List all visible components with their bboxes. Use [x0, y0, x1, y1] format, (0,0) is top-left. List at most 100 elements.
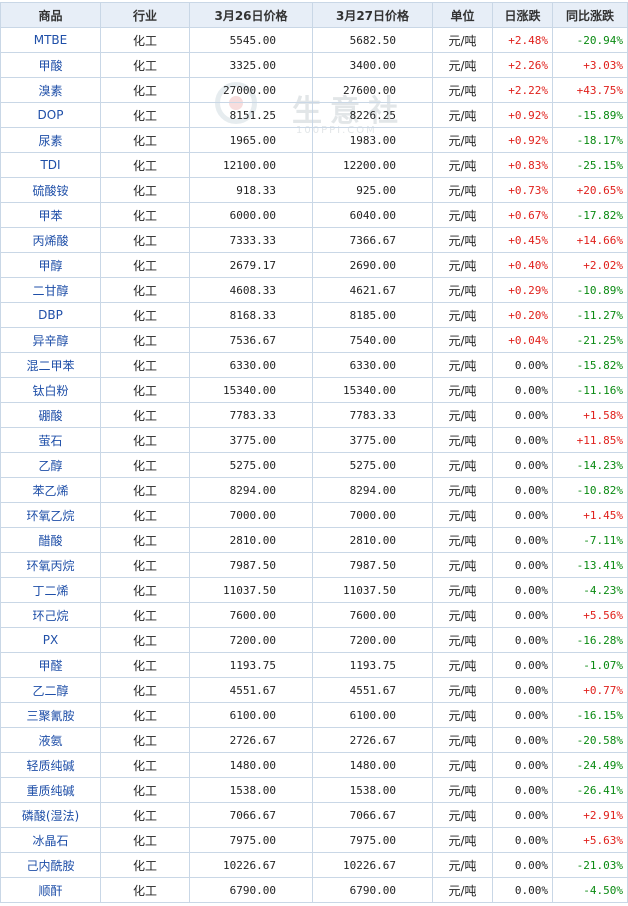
daily-change-cell: 0.00%: [492, 627, 553, 653]
commodity-name-link[interactable]: 乙二醇: [0, 677, 101, 703]
header-industry[interactable]: 行业: [100, 2, 190, 28]
commodity-name-link[interactable]: 己内酰胺: [0, 852, 101, 878]
commodity-name-link[interactable]: 环氧乙烷: [0, 502, 101, 528]
unit-cell: 元/吨: [432, 752, 493, 778]
commodity-name-link[interactable]: 尿素: [0, 127, 101, 153]
commodity-name-link[interactable]: 乙醇: [0, 452, 101, 478]
header-price-cur[interactable]: 3月27日价格: [312, 2, 433, 28]
yoy-change-cell: -7.11%: [552, 527, 628, 553]
daily-change-cell: +0.20%: [492, 302, 553, 328]
commodity-name-link[interactable]: 苯乙烯: [0, 477, 101, 503]
price-prev-cell: 1193.75: [189, 652, 313, 678]
commodity-name-link[interactable]: 溴素: [0, 77, 101, 103]
industry-cell: 化工: [100, 577, 190, 603]
industry-cell: 化工: [100, 377, 190, 403]
industry-cell: 化工: [100, 877, 190, 903]
industry-cell: 化工: [100, 252, 190, 278]
table-row: MTBE 化工 5545.00 5682.50 元/吨 +2.48% -20.94%: [0, 27, 628, 53]
commodity-name-link[interactable]: 醋酸: [0, 527, 101, 553]
commodity-name-link[interactable]: PX: [0, 627, 101, 653]
daily-change-cell: 0.00%: [492, 427, 553, 453]
commodity-name-link[interactable]: DBP: [0, 302, 101, 328]
industry-cell: 化工: [100, 752, 190, 778]
industry-cell: 化工: [100, 102, 190, 128]
table-row: 甲苯 化工 6000.00 6040.00 元/吨 +0.67% -17.82%: [0, 202, 628, 228]
commodity-name-link[interactable]: 磷酸(湿法): [0, 802, 101, 828]
price-prev-cell: 15340.00: [189, 377, 313, 403]
unit-cell: 元/吨: [432, 852, 493, 878]
table-row: 三聚氰胺 化工 6100.00 6100.00 元/吨 0.00% -16.15%: [0, 702, 628, 728]
commodity-name-link[interactable]: 甲酸: [0, 52, 101, 78]
price-prev-cell: 1480.00: [189, 752, 313, 778]
commodity-name-link[interactable]: 丁二烯: [0, 577, 101, 603]
header-name[interactable]: 商品: [0, 2, 101, 28]
commodity-name-link[interactable]: 液氨: [0, 727, 101, 753]
commodity-name-link[interactable]: 钛白粉: [0, 377, 101, 403]
yoy-change-cell: +14.66%: [552, 227, 628, 253]
table-row: 轻质纯碱 化工 1480.00 1480.00 元/吨 0.00% -24.49%: [0, 752, 628, 778]
commodity-name-link[interactable]: 甲醛: [0, 652, 101, 678]
table-row: 醋酸 化工 2810.00 2810.00 元/吨 0.00% -7.11%: [0, 527, 628, 553]
commodity-name-link[interactable]: 混二甲苯: [0, 352, 101, 378]
header-price-prev[interactable]: 3月26日价格: [189, 2, 313, 28]
industry-cell: 化工: [100, 727, 190, 753]
commodity-name-link[interactable]: 甲醇: [0, 252, 101, 278]
price-prev-cell: 6000.00: [189, 202, 313, 228]
header-yoy-change[interactable]: 同比涨跌: [552, 2, 628, 28]
unit-cell: 元/吨: [432, 677, 493, 703]
yoy-change-cell: -24.49%: [552, 752, 628, 778]
daily-change-cell: 0.00%: [492, 827, 553, 853]
commodity-name-link[interactable]: 环己烷: [0, 602, 101, 628]
table-row: 硼酸 化工 7783.33 7783.33 元/吨 0.00% +1.58%: [0, 402, 628, 428]
commodity-name-link[interactable]: 冰晶石: [0, 827, 101, 853]
price-cur-cell: 7975.00: [312, 827, 433, 853]
unit-cell: 元/吨: [432, 227, 493, 253]
industry-cell: 化工: [100, 402, 190, 428]
commodity-name-link[interactable]: 异辛醇: [0, 327, 101, 353]
price-cur-cell: 7000.00: [312, 502, 433, 528]
commodity-name-link[interactable]: 顺酐: [0, 877, 101, 903]
price-cur-cell: 4621.67: [312, 277, 433, 303]
price-cur-cell: 1193.75: [312, 652, 433, 678]
commodity-name-link[interactable]: 环氧丙烷: [0, 552, 101, 578]
price-prev-cell: 7600.00: [189, 602, 313, 628]
commodity-name-link[interactable]: MTBE: [0, 27, 101, 53]
yoy-change-cell: +2.02%: [552, 252, 628, 278]
commodity-name-link[interactable]: 轻质纯碱: [0, 752, 101, 778]
industry-cell: 化工: [100, 677, 190, 703]
daily-change-cell: +2.26%: [492, 52, 553, 78]
yoy-change-cell: -4.50%: [552, 877, 628, 903]
table-row: 尿素 化工 1965.00 1983.00 元/吨 +0.92% -18.17%: [0, 127, 628, 153]
table-row: 丙烯酸 化工 7333.33 7366.67 元/吨 +0.45% +14.66%: [0, 227, 628, 253]
price-cur-cell: 6330.00: [312, 352, 433, 378]
commodity-name-link[interactable]: 萤石: [0, 427, 101, 453]
table-row: 乙醇 化工 5275.00 5275.00 元/吨 0.00% -14.23%: [0, 452, 628, 478]
commodity-name-link[interactable]: 甲苯: [0, 202, 101, 228]
yoy-change-cell: +5.56%: [552, 602, 628, 628]
header-daily-change[interactable]: 日涨跌: [492, 2, 553, 28]
commodity-name-link[interactable]: 三聚氰胺: [0, 702, 101, 728]
commodity-name-link[interactable]: 丙烯酸: [0, 227, 101, 253]
commodity-name-link[interactable]: 二甘醇: [0, 277, 101, 303]
table-row: 顺酐 化工 6790.00 6790.00 元/吨 0.00% -4.50%: [0, 877, 628, 903]
unit-cell: 元/吨: [432, 252, 493, 278]
yoy-change-cell: -14.23%: [552, 452, 628, 478]
commodity-name-link[interactable]: 硼酸: [0, 402, 101, 428]
price-prev-cell: 7200.00: [189, 627, 313, 653]
commodity-name-link[interactable]: 重质纯碱: [0, 777, 101, 803]
price-prev-cell: 6100.00: [189, 702, 313, 728]
unit-cell: 元/吨: [432, 802, 493, 828]
unit-cell: 元/吨: [432, 452, 493, 478]
commodity-name-link[interactable]: DOP: [0, 102, 101, 128]
unit-cell: 元/吨: [432, 352, 493, 378]
commodity-name-link[interactable]: 硫酸铵: [0, 177, 101, 203]
price-prev-cell: 918.33: [189, 177, 313, 203]
table-row: 重质纯碱 化工 1538.00 1538.00 元/吨 0.00% -26.41%: [0, 777, 628, 803]
industry-cell: 化工: [100, 127, 190, 153]
daily-change-cell: +2.22%: [492, 77, 553, 103]
commodity-name-link[interactable]: TDI: [0, 152, 101, 178]
header-unit[interactable]: 单位: [432, 2, 493, 28]
yoy-change-cell: -16.28%: [552, 627, 628, 653]
yoy-change-cell: +11.85%: [552, 427, 628, 453]
